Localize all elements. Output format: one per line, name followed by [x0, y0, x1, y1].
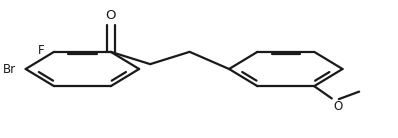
Text: Br: Br — [3, 63, 16, 75]
Text: O: O — [334, 100, 343, 113]
Text: O: O — [105, 9, 116, 22]
Text: F: F — [38, 44, 44, 57]
